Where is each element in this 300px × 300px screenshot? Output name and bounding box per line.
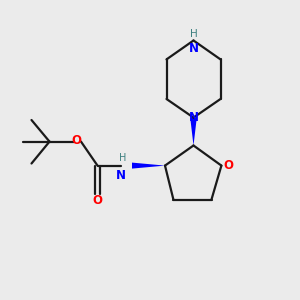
Text: H: H bbox=[118, 153, 126, 163]
Polygon shape bbox=[132, 163, 165, 169]
Text: N: N bbox=[188, 111, 199, 124]
Text: O: O bbox=[71, 134, 82, 147]
Text: O: O bbox=[223, 159, 233, 172]
Text: N: N bbox=[188, 42, 199, 55]
Text: O: O bbox=[92, 194, 103, 207]
Text: N: N bbox=[116, 169, 126, 182]
Text: H: H bbox=[190, 29, 197, 39]
Polygon shape bbox=[190, 118, 197, 146]
